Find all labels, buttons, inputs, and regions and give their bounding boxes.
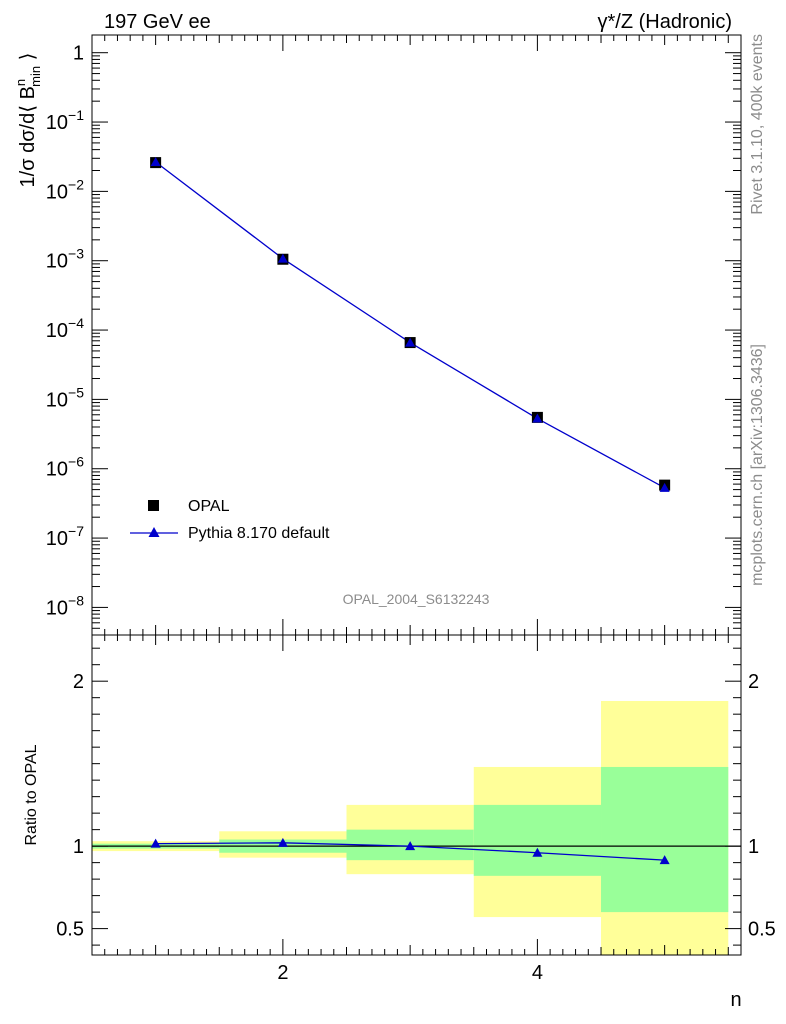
ylabel-close-bracket: ⟩ <box>17 53 39 66</box>
y-tick-label: 10−2 <box>46 176 84 203</box>
legend-mc-marker <box>148 527 160 537</box>
y-tick-label: 10−8 <box>46 592 84 619</box>
y-tick-label: 10−5 <box>46 384 84 411</box>
main-y-axis-label: 1/σ dσ/d⟨ Bnmin ⟩ <box>13 53 43 188</box>
ylabel-main-text: 1/σ dσ/d⟨ B <box>17 86 39 187</box>
analysis-watermark: OPAL_2004_S6132243 <box>343 591 490 607</box>
x-axis-label: n <box>730 989 741 1011</box>
header-right: γ*/Z (Hadronic) <box>598 11 732 33</box>
x-tick-label: 2 <box>277 962 288 984</box>
y-tick-label: 10−4 <box>46 315 84 342</box>
y-tick-label: 10−3 <box>46 246 84 273</box>
ratio-y-tick-label-right: 0.5 <box>748 919 776 941</box>
main-plot-area <box>150 157 671 492</box>
ratio-y-axis-label: Ratio to OPAL <box>23 744 40 845</box>
main-x-axis <box>91 35 742 635</box>
mcplots-label: mcplots.cern.ch [arXiv:1306.3436] <box>749 344 766 586</box>
header-left: 197 GeV ee <box>104 11 211 33</box>
mc-line <box>155 161 665 489</box>
main-panel: OPAL_2004_S6132243 1 10−1 10−2 10−3 10−4 10−5… <box>13 34 742 636</box>
ylabel-superscript: n <box>13 79 28 86</box>
mc-point <box>405 337 416 347</box>
uncertainty-band-inner <box>473 804 602 876</box>
ratio-y-tick-label: 1 <box>73 836 84 858</box>
ratio-y-tick-label-right: 1 <box>748 836 759 858</box>
mc-ratio-point <box>405 841 416 851</box>
mc-ratio-point <box>659 855 670 865</box>
ratio-y-axis: 0.5 0.5 1 1 2 2 <box>56 647 776 946</box>
ratio-y-tick-label-right: 2 <box>748 671 759 693</box>
y-tick-label: 10−6 <box>46 454 84 481</box>
legend-mc-label: Pythia 8.170 default <box>188 525 330 542</box>
mc-point <box>532 413 543 423</box>
mc-ratio-point <box>532 847 543 857</box>
legend: OPAL Pythia 8.170 default <box>130 498 330 542</box>
y-tick-label: 1 <box>73 43 84 65</box>
ylabel-subscript: min <box>28 66 43 87</box>
ratio-frame <box>91 634 742 956</box>
ratio-y-tick-label: 0.5 <box>56 919 84 941</box>
mc-ratio-point <box>277 837 288 847</box>
mc-point <box>150 157 161 167</box>
mc-point <box>277 253 288 263</box>
ratio-y-tick-label: 2 <box>73 671 84 693</box>
y-tick-label: 10−1 <box>46 107 84 134</box>
ratio-plot-area <box>92 700 741 955</box>
y-tick-label: 10−7 <box>46 523 84 550</box>
mc-point <box>659 482 670 492</box>
mc-ratio-point <box>150 838 161 848</box>
main-y-axis: 1 10−1 10−2 10−3 10−4 10−5 10−6 10−7 10−8 <box>46 43 741 636</box>
legend-data-label: OPAL <box>188 498 230 515</box>
main-frame <box>91 34 742 636</box>
x-tick-label: 4 <box>532 962 543 984</box>
rivet-label: Rivet 3.1.10, 400k events <box>749 34 766 215</box>
uncertainty-band-inner <box>601 766 729 913</box>
legend-data-marker <box>148 500 159 511</box>
